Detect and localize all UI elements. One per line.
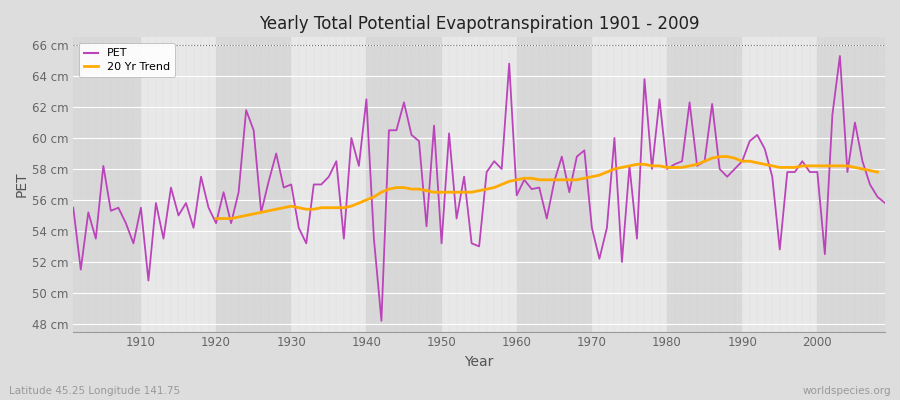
Bar bbox=[292, 37, 366, 332]
Title: Yearly Total Potential Evapotranspiration 1901 - 2009: Yearly Total Potential Evapotranspiratio… bbox=[259, 15, 699, 33]
Bar bbox=[141, 37, 216, 332]
Legend: PET, 20 Yr Trend: PET, 20 Yr Trend bbox=[79, 43, 176, 77]
Text: worldspecies.org: worldspecies.org bbox=[803, 386, 891, 396]
Bar bbox=[817, 37, 893, 332]
Bar bbox=[517, 37, 592, 332]
Y-axis label: PET: PET bbox=[15, 172, 29, 197]
X-axis label: Year: Year bbox=[464, 355, 494, 369]
Bar bbox=[366, 37, 442, 332]
Bar bbox=[216, 37, 292, 332]
Bar bbox=[592, 37, 667, 332]
Bar bbox=[442, 37, 517, 332]
Bar bbox=[667, 37, 742, 332]
Text: Latitude 45.25 Longitude 141.75: Latitude 45.25 Longitude 141.75 bbox=[9, 386, 180, 396]
Bar bbox=[742, 37, 817, 332]
Bar bbox=[66, 37, 141, 332]
